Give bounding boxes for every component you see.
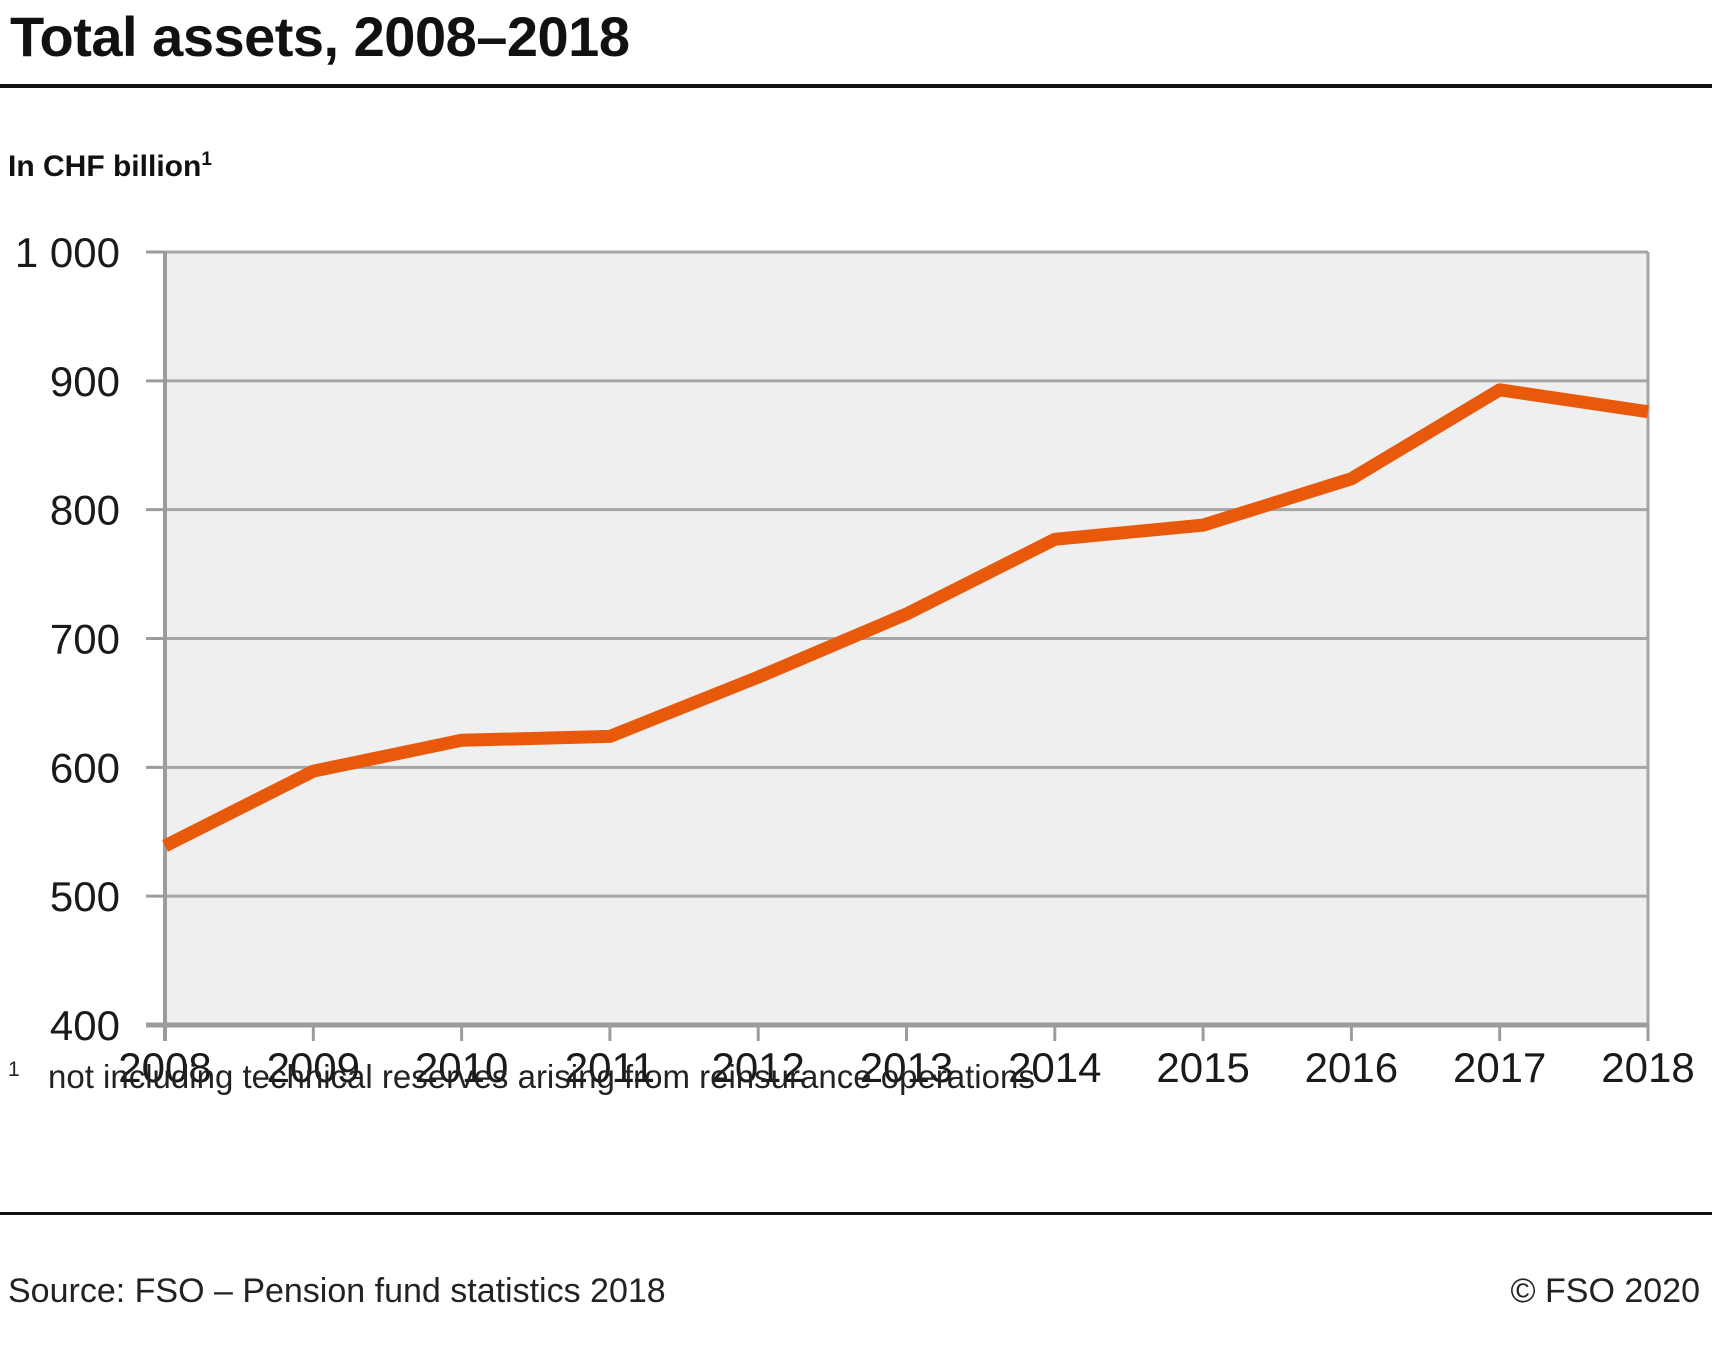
x-axis-label-2011: 2011 [565, 1044, 655, 1091]
total-assets-line-chart: 400 500 600 700 800 900 1 000 2008 2009 2010 2011 2… [15, 229, 1695, 1091]
y-axis-label-1000: 1 000 [15, 229, 120, 276]
x-axis-label-2009: 2009 [267, 1044, 360, 1091]
footnote-reference: 1 [201, 149, 212, 170]
chart-unit-label: In CHF billion1 [8, 150, 212, 184]
total-assets-series-line [162, 383, 1649, 852]
y-axis-label-600: 600 [50, 744, 120, 791]
footnote: 1 not including technical reserves arisin… [8, 1058, 1035, 1095]
x-axis-label-2010: 2010 [415, 1044, 508, 1091]
x-axis-label-2017: 2017 [1453, 1044, 1546, 1091]
x-axis-label-2018: 2018 [1601, 1044, 1694, 1091]
chart-unit-text: In CHF billion [8, 150, 202, 183]
footer: Source: FSO – Pension fund statistics 20… [8, 1272, 1700, 1311]
footer-source: Source: FSO – Pension fund statistics 20… [8, 1272, 666, 1310]
x-axis-label-2008: 2008 [118, 1044, 211, 1091]
y-axis-label-700: 700 [50, 616, 120, 663]
x-axis-label-2016: 2016 [1305, 1044, 1398, 1091]
footnote-text: not including technical reserves arising… [48, 1058, 1035, 1095]
x-axis-label-2015: 2015 [1156, 1044, 1249, 1091]
footer-copyright: © FSO 2020 [1510, 1272, 1700, 1310]
y-axis-label-500: 500 [50, 873, 120, 920]
y-axis-label-900: 900 [50, 358, 120, 405]
title-rule [0, 84, 1712, 88]
y-axis-label-800: 800 [50, 487, 120, 534]
footer-rule [0, 1212, 1712, 1215]
x-axis-label-2014: 2014 [1008, 1044, 1101, 1091]
y-axis-label-400: 400 [50, 1002, 120, 1049]
page-title: Total assets, 2008–2018 [10, 5, 630, 68]
x-axis-label-2013: 2013 [860, 1044, 953, 1091]
x-axis-label-2012: 2012 [711, 1044, 804, 1091]
